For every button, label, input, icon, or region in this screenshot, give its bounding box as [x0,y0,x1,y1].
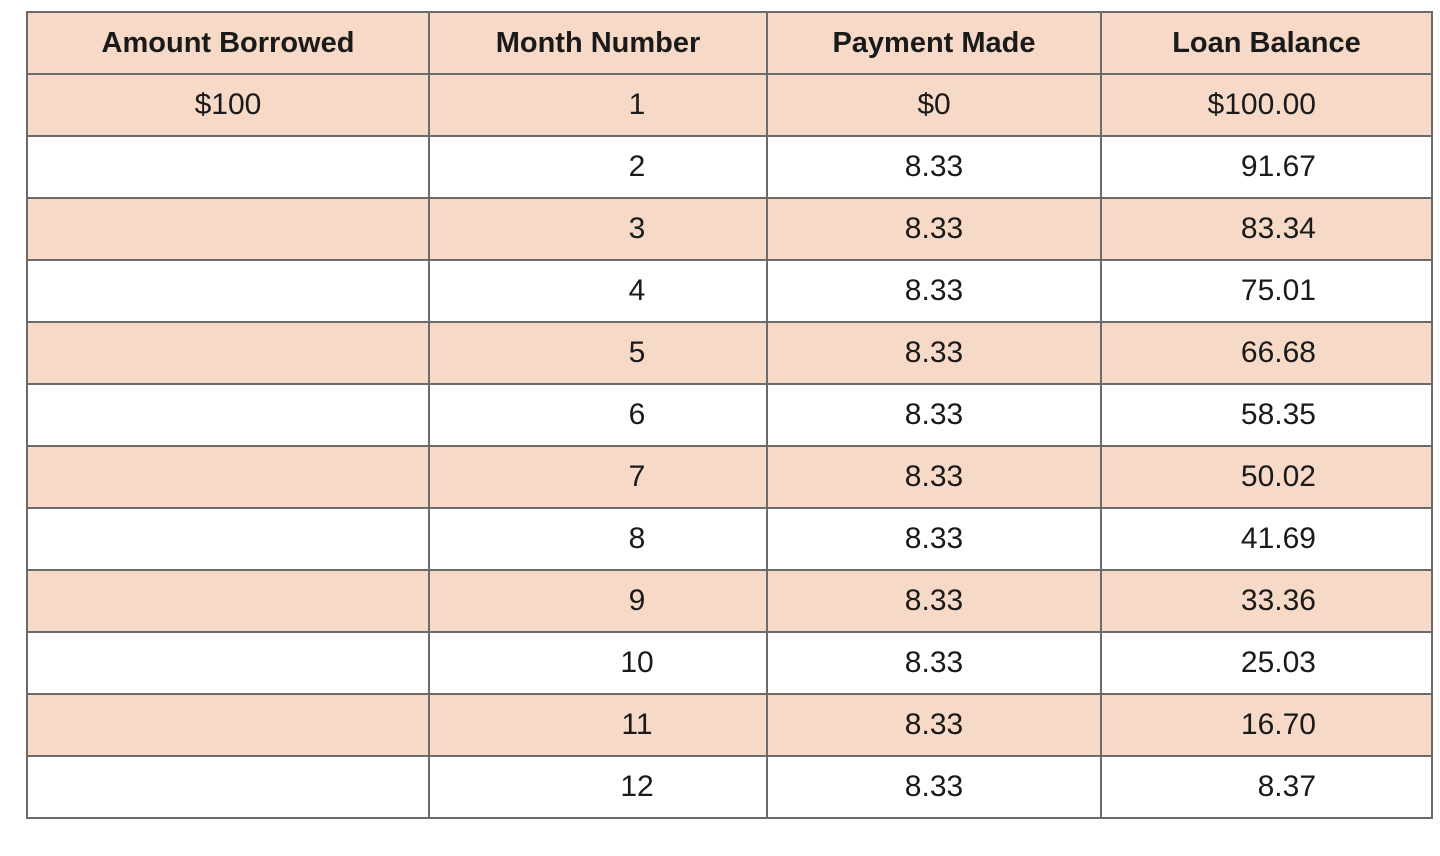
payment-made-cell: $0 [766,73,1102,137]
loan-repayment-table: Amount Borrowed Month Number Payment Mad… [26,11,1433,819]
payment-made-cell: 8.33 [766,135,1102,199]
amount-borrowed-cell [26,569,430,633]
loan-balance-cell: 75.01 [1100,259,1433,323]
month-number-cell: 5 [428,321,768,385]
payment-made-cell: 8.33 [766,383,1102,447]
month-number-cell: 9 [428,569,768,633]
payment-made-cell: 8.33 [766,693,1102,757]
table-row: $100 1 $0 $100.00 [26,73,1433,137]
table-row: 12 8.33 8.37 [26,755,1433,819]
amount-borrowed-cell [26,259,430,323]
month-number-cell: 7 [428,445,768,509]
loan-balance-cell: 66.68 [1100,321,1433,385]
loan-balance-cell: 58.35 [1100,383,1433,447]
amount-borrowed-cell [26,383,430,447]
loan-balance-cell: 83.34 [1100,197,1433,261]
amount-borrowed-cell [26,631,430,695]
loan-balance-cell: 50.02 [1100,445,1433,509]
header-month-number: Month Number [428,11,768,75]
header-amount-borrowed: Amount Borrowed [26,11,430,75]
amount-borrowed-cell [26,445,430,509]
table-row: 5 8.33 66.68 [26,321,1433,385]
payment-made-cell: 8.33 [766,569,1102,633]
loan-balance-cell: $100.00 [1100,73,1433,137]
loan-balance-cell: 33.36 [1100,569,1433,633]
amount-borrowed-cell [26,755,430,819]
table-row: 9 8.33 33.36 [26,569,1433,633]
loan-balance-cell: 16.70 [1100,693,1433,757]
month-number-cell: 8 [428,507,768,571]
amount-borrowed-cell [26,507,430,571]
table-row: 2 8.33 91.67 [26,135,1433,199]
payment-made-cell: 8.33 [766,197,1102,261]
table-row: 3 8.33 83.34 [26,197,1433,261]
table-row: 11 8.33 16.70 [26,693,1433,757]
table-row: 7 8.33 50.02 [26,445,1433,509]
loan-balance-cell: 25.03 [1100,631,1433,695]
table-row: 6 8.33 58.35 [26,383,1433,447]
payment-made-cell: 8.33 [766,259,1102,323]
payment-made-cell: 8.33 [766,321,1102,385]
month-number-cell: 4 [428,259,768,323]
loan-balance-cell: 91.67 [1100,135,1433,199]
loan-balance-cell: 41.69 [1100,507,1433,571]
header-loan-balance: Loan Balance [1100,11,1433,75]
table-row: 4 8.33 75.01 [26,259,1433,323]
month-number-cell: 12 [428,755,768,819]
month-number-cell: 1 [428,73,768,137]
table-body: $100 1 $0 $100.00 2 8.33 91.67 3 8.33 83.34 4 8.33 7… [26,73,1433,819]
amount-borrowed-cell [26,321,430,385]
amount-borrowed-cell [26,197,430,261]
month-number-cell: 6 [428,383,768,447]
month-number-cell: 3 [428,197,768,261]
payment-made-cell: 8.33 [766,507,1102,571]
loan-balance-cell: 8.37 [1100,755,1433,819]
month-number-cell: 2 [428,135,768,199]
amount-borrowed-cell: $100 [26,73,430,137]
amount-borrowed-cell [26,135,430,199]
amount-borrowed-cell [26,693,430,757]
payment-made-cell: 8.33 [766,631,1102,695]
month-number-cell: 10 [428,631,768,695]
payment-made-cell: 8.33 [766,445,1102,509]
table-row: 10 8.33 25.03 [26,631,1433,695]
table-row: 8 8.33 41.69 [26,507,1433,571]
table-header-row: Amount Borrowed Month Number Payment Mad… [26,11,1433,75]
header-payment-made: Payment Made [766,11,1102,75]
month-number-cell: 11 [428,693,768,757]
payment-made-cell: 8.33 [766,755,1102,819]
